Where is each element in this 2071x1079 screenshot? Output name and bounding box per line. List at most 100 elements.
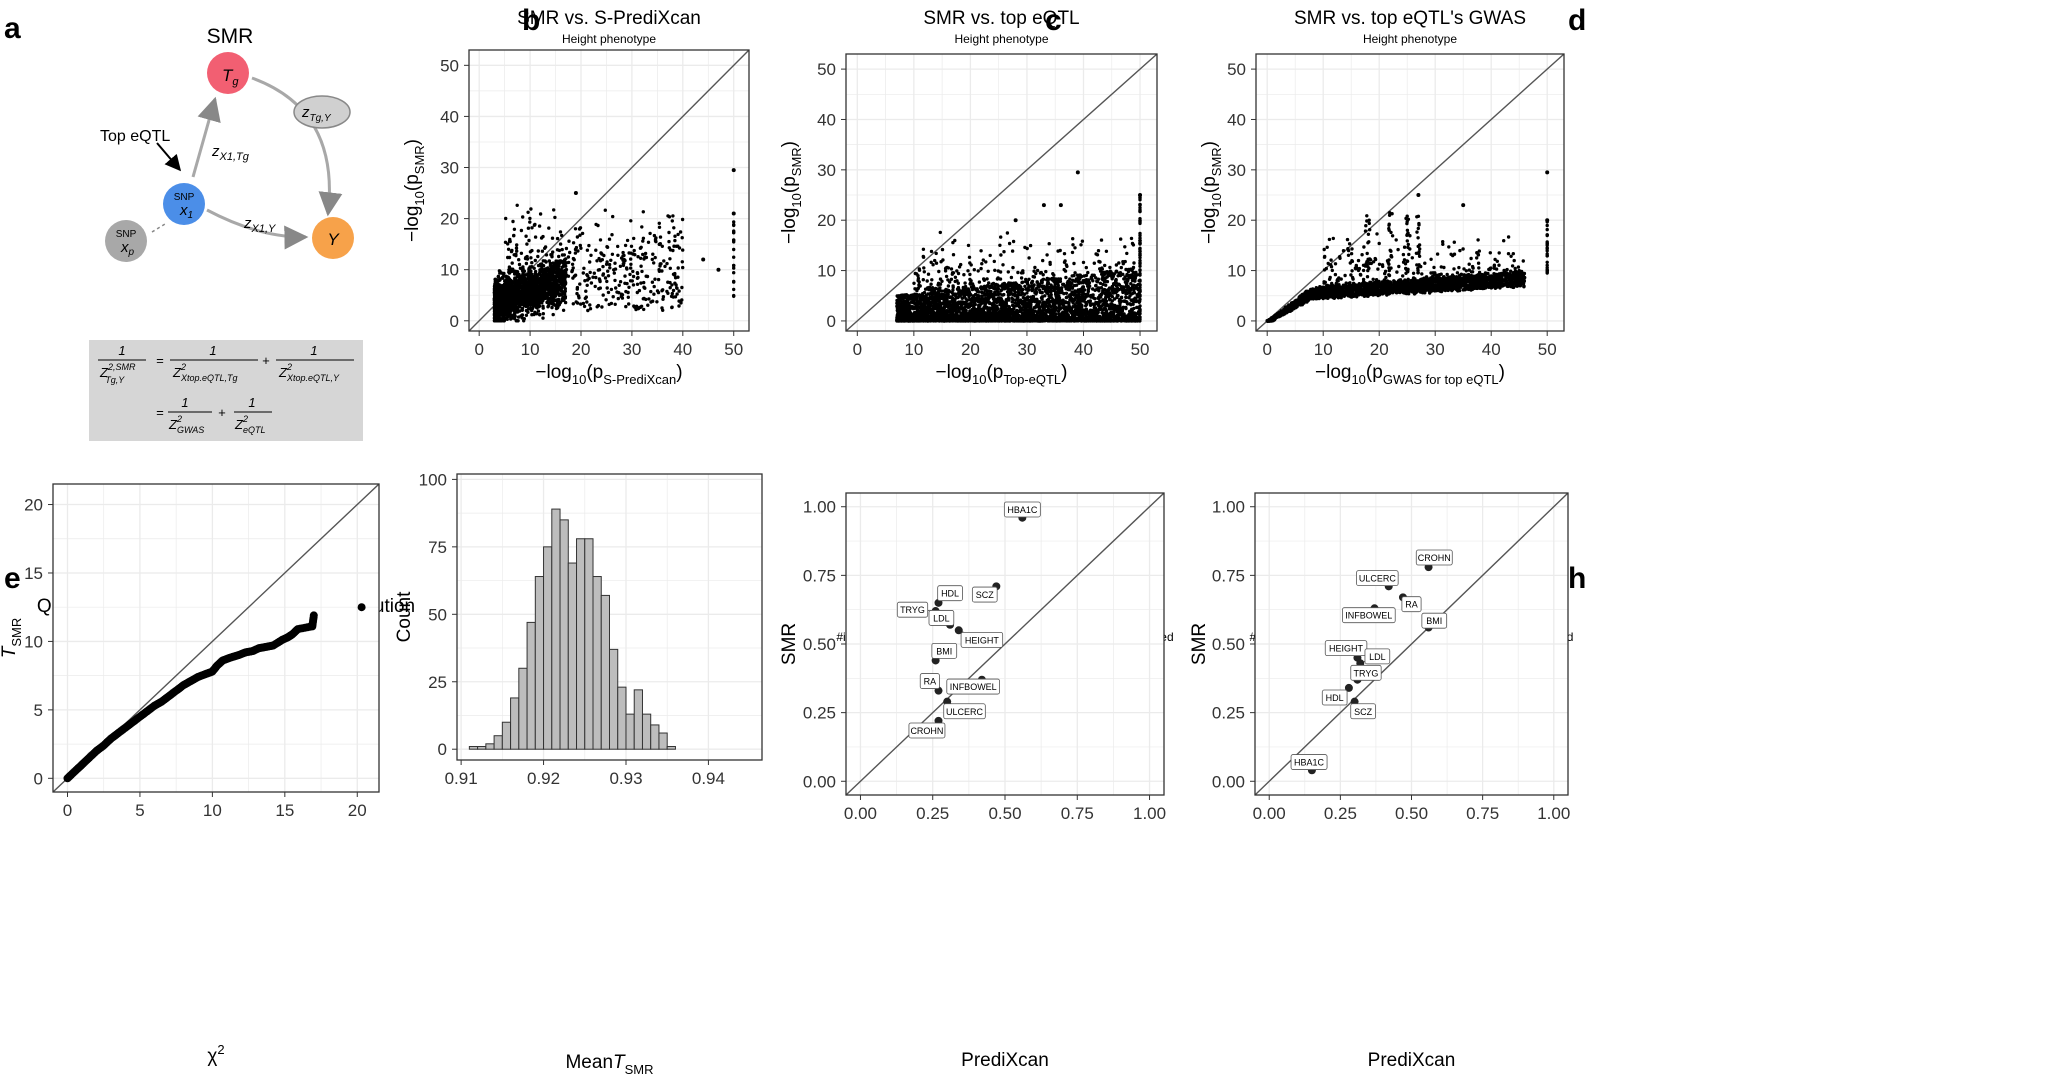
data-point [526,226,531,230]
data-point [625,281,629,286]
data-point [603,276,608,280]
data-point [618,280,623,284]
data-point [627,251,631,255]
data-point [623,274,627,278]
data-point [528,279,532,283]
data-point [668,266,672,270]
chart-subtitle: Height phenotype [954,32,1048,46]
data-point [591,275,595,279]
data-point [634,304,639,308]
data-point [498,269,502,274]
data-point [507,312,511,316]
data-point [550,236,555,240]
data-point [498,277,502,281]
data-point [521,215,525,219]
data-point [530,248,534,253]
data-point [732,231,736,235]
data-point [680,260,684,264]
data-point [616,244,620,249]
data-point [660,244,664,248]
data-point [517,278,521,282]
data-point [560,297,565,301]
data-point [528,216,532,221]
data-point [629,257,633,261]
data-point [632,236,636,241]
data-point [598,259,603,263]
data-point [505,317,509,321]
y-axis-label-part: −log [402,206,423,242]
data-point [507,265,512,269]
node-y [312,217,354,259]
formula-one-4: 1 [181,395,188,410]
data-point [677,246,682,250]
data-point [574,245,579,250]
data-point [701,257,706,262]
data-point [627,302,631,306]
data-point [624,304,628,309]
y-tick-label: 10 [440,261,459,280]
y-axis-label-sub: SMR [412,145,427,174]
data-point [627,285,631,289]
data-point [614,286,618,290]
data-point [528,297,532,302]
data-point [526,310,530,314]
chart-subtitle: Height phenotype [562,32,656,46]
data-point [667,230,671,235]
data-point [543,245,548,249]
data-point [531,275,535,280]
data-point [564,246,569,251]
data-point [527,266,531,271]
data-point [1037,308,1041,312]
data-point [611,295,615,299]
data-point [669,294,674,299]
data-point [512,234,516,238]
data-point [903,293,907,297]
data-point [501,274,506,279]
data-point [649,289,653,294]
data-point [628,272,632,277]
y-tick-label: 50 [440,56,459,75]
data-point [623,243,628,248]
data-point [525,280,529,285]
data-point [522,304,527,308]
data-point [650,257,654,262]
data-point [506,275,510,279]
formula-eq-1: = [156,353,164,368]
panel-label-h: h [1568,562,1586,595]
data-point [605,260,609,264]
data-point [517,304,522,309]
data-point [522,294,526,298]
data-point [503,286,507,290]
data-point [647,297,651,301]
data-point [1060,301,1064,305]
panel-label-b: b [522,4,540,37]
data-point [1110,294,1115,299]
data-point [561,308,566,312]
data-point [621,262,625,266]
data-point [536,254,540,259]
data-point [658,262,662,266]
x-tick-label: 0 [853,340,862,359]
data-point [675,286,679,290]
data-point [674,244,678,248]
data-point [533,269,538,274]
data-point [557,254,561,259]
data-point [520,316,524,320]
data-point [620,293,625,297]
data-point [629,266,633,270]
data-point [585,300,589,304]
node-snp-x1-label: x1 [179,202,193,221]
data-point [510,261,514,265]
data-point [630,279,634,283]
data-point [540,265,544,269]
data-point [517,258,521,262]
data-point [578,226,583,230]
data-point [629,244,634,248]
data-point [505,278,509,283]
data-point [732,287,736,292]
data-point [503,300,507,305]
data-point [556,303,560,308]
data-point [666,214,670,218]
formula-one-1: 1 [118,343,125,358]
data-point [665,289,669,294]
